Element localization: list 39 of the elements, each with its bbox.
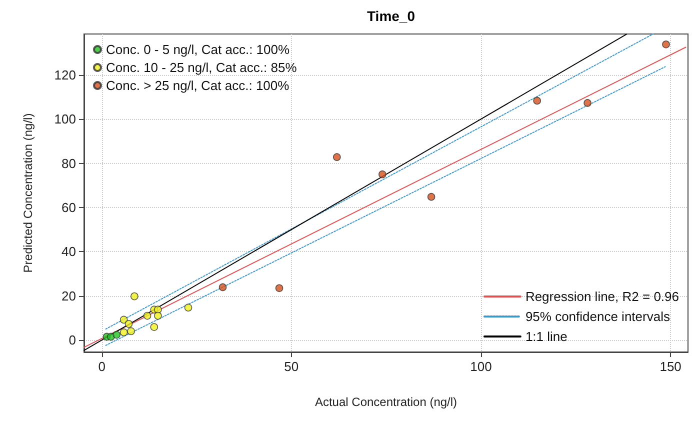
point: [378, 170, 386, 178]
point: [124, 320, 133, 328]
legend-label: Conc. > 25 ng/l, Cat acc.: 100%: [106, 78, 290, 93]
point: [584, 99, 592, 107]
chart-title: Time_0: [367, 8, 416, 24]
point: [143, 312, 152, 320]
legend-label: 95% confidence intervals: [525, 309, 670, 324]
x-tick-label: 50: [284, 359, 299, 374]
point: [154, 306, 162, 314]
point: [112, 330, 121, 339]
point: [184, 304, 192, 312]
legend-label: Conc. 0 - 5 ng/l, Cat acc.: 100%: [106, 42, 290, 57]
x-tick-label: 100: [470, 359, 492, 374]
y-tick-label: 20: [62, 288, 76, 304]
point: [127, 327, 135, 336]
legend-label: 1:1 line: [525, 329, 568, 344]
point: [533, 96, 541, 105]
y-tick-label: 60: [62, 200, 76, 215]
y-tick-label: 80: [62, 156, 76, 171]
point: [218, 283, 227, 292]
point: [662, 40, 670, 48]
point: [150, 323, 158, 331]
legend-label: Regression line, R2 = 0.96: [525, 289, 679, 304]
x-tick-label: 0: [98, 359, 106, 374]
point: [333, 153, 341, 161]
y-tick-label: 40: [62, 244, 76, 260]
y-tick-label: 120: [54, 67, 76, 82]
legend-label: Conc. 10 - 25 ng/l, Cat acc.: 85%: [106, 60, 298, 75]
y-tick-label: 0: [68, 332, 76, 348]
point: [427, 192, 436, 201]
x-axis-title: Actual Concentration (ng/l): [314, 395, 458, 409]
point: [120, 316, 128, 324]
point: [275, 284, 284, 292]
y-axis-title: Predicted Concentration (ng/l): [21, 113, 35, 273]
point: [154, 312, 162, 320]
point: [120, 328, 128, 336]
point: [130, 292, 138, 300]
x-tick-label: 150: [660, 359, 682, 374]
y-tick-label: 100: [54, 112, 76, 127]
